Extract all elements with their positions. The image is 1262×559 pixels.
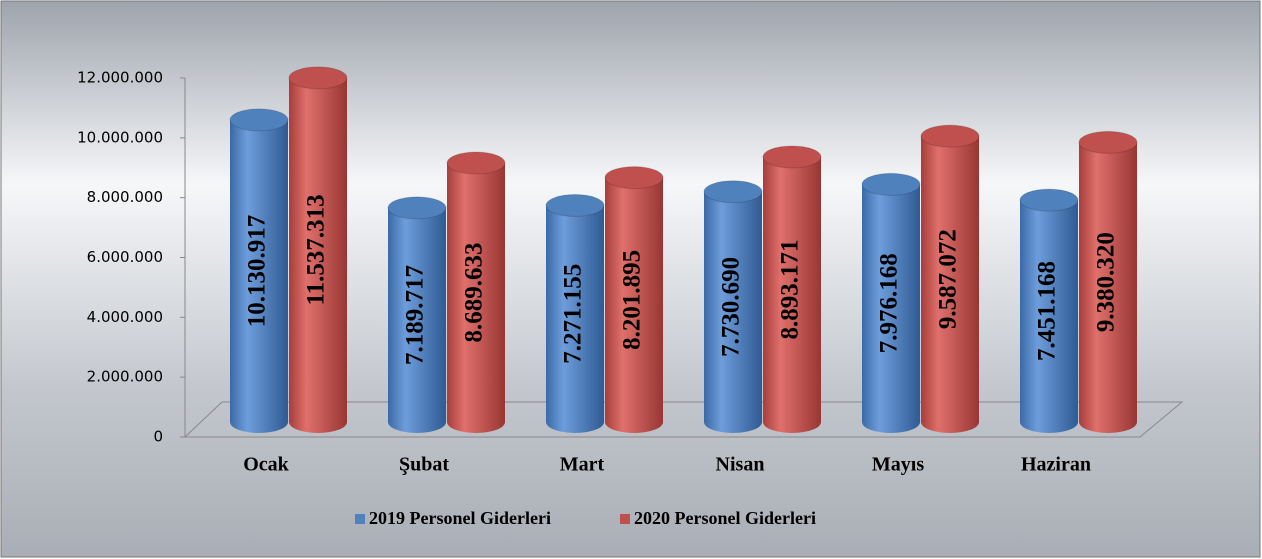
y-tick-label: 2.000.000 — [87, 368, 163, 386]
y-tick-label: 4.000.000 — [87, 308, 163, 326]
cylinder — [447, 163, 505, 433]
cylinder-top — [229, 108, 289, 132]
cylinder-top — [1019, 188, 1079, 212]
cylinder — [1079, 142, 1137, 433]
x-tick-label: Ocak — [243, 454, 289, 476]
x-tick-label: Nisan — [716, 454, 765, 476]
cylinder — [921, 136, 979, 433]
cylinder-top — [762, 145, 822, 169]
cylinder — [862, 184, 920, 433]
cylinder-top — [703, 180, 763, 204]
x-tick-label: Haziran — [1021, 454, 1091, 476]
y-tick-label: 12.000.000 — [77, 69, 163, 87]
floor — [183, 401, 1184, 438]
value-label: 8.201.895 — [619, 250, 646, 350]
cylinder — [546, 205, 604, 433]
value-label: 9.587.072 — [935, 229, 962, 329]
value-label: 10.130.917 — [244, 215, 271, 328]
cylinder — [763, 156, 821, 433]
value-label: 7.976.168 — [876, 253, 903, 353]
value-label: 7.730.690 — [718, 257, 745, 357]
cylinder-top — [387, 196, 447, 220]
cylinder — [289, 77, 347, 434]
cylinder-top — [288, 66, 348, 90]
value-label: 7.271.155 — [560, 264, 587, 364]
value-label: 11.537.313 — [303, 194, 330, 305]
x-tick-label: Şubat — [399, 454, 449, 476]
y-tick-label: 10.000.000 — [77, 128, 163, 146]
value-label: 8.893.171 — [777, 239, 804, 339]
cylinder — [230, 119, 288, 433]
x-tick-label: Mart — [560, 454, 605, 476]
legend-label: 2019 Personel Giderleri — [369, 508, 551, 528]
cylinder — [605, 177, 663, 433]
cylinder-top — [545, 193, 605, 217]
value-label: 7.189.717 — [402, 265, 429, 365]
x-tick-label: Mayıs — [872, 454, 924, 476]
y-tick-label: 6.000.000 — [87, 248, 163, 266]
cylinder-top — [861, 172, 921, 196]
value-label: 7.451.168 — [1034, 261, 1061, 361]
cylinder-top — [604, 166, 664, 190]
cylinder — [704, 191, 762, 433]
cylinder-top — [446, 151, 506, 175]
value-label: 8.689.633 — [461, 243, 488, 343]
cylinder — [1020, 200, 1078, 433]
value-label: 9.380.320 — [1093, 232, 1120, 332]
legend-label: 2020 Personel Giderleri — [634, 508, 816, 528]
cylinder — [388, 207, 446, 433]
y-tick-label: 8.000.000 — [87, 188, 163, 206]
legend-swatch — [355, 514, 365, 524]
legend-swatch — [620, 514, 630, 524]
y-tick-label: 0 — [153, 428, 163, 446]
cylinder-top — [1078, 130, 1138, 154]
cylinder-top — [920, 124, 980, 148]
